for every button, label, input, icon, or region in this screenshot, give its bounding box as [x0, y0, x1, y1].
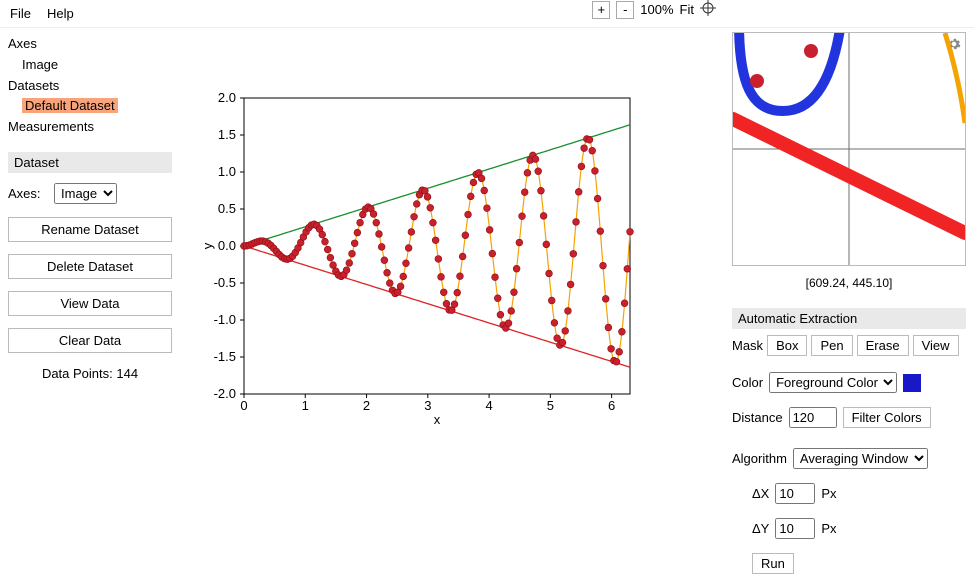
tree-default-dataset[interactable]: Default Dataset [22, 98, 118, 113]
dataset-section-header: Dataset [8, 152, 172, 173]
svg-text:0.0: 0.0 [218, 238, 236, 253]
svg-text:-1.5: -1.5 [214, 349, 236, 364]
svg-text:2.0: 2.0 [218, 90, 236, 105]
algorithm-select[interactable]: Averaging Window [793, 448, 928, 469]
svg-text:5: 5 [547, 398, 554, 413]
axes-label: Axes: [8, 186, 48, 201]
svg-text:-0.5: -0.5 [214, 275, 236, 290]
svg-text:0.5: 0.5 [218, 201, 236, 216]
color-select[interactable]: Foreground Color [769, 372, 897, 393]
dx-label: ΔX [752, 486, 769, 501]
color-swatch[interactable] [903, 374, 921, 392]
main-chart[interactable]: -2.0 -1.5 -1.0 -0.5 0.0 0.5 1.0 1.5 2.0 0 1 2 3 4 5 6 x y [200, 88, 640, 428]
rename-dataset-button[interactable]: Rename Dataset [8, 217, 172, 242]
svg-text:-2.0: -2.0 [214, 386, 236, 401]
menu-help[interactable]: Help [47, 6, 74, 21]
tree: Axes Image Datasets Default Dataset Meas… [8, 34, 172, 138]
axes-select[interactable]: Image [54, 183, 117, 204]
svg-text:1: 1 [302, 398, 309, 413]
svg-text:y: y [200, 242, 215, 249]
svg-text:2: 2 [363, 398, 370, 413]
run-button[interactable]: Run [752, 553, 794, 574]
tree-measurements[interactable]: Measurements [8, 117, 172, 138]
mask-erase-button[interactable]: Erase [857, 335, 909, 356]
crosshair-icon[interactable] [700, 0, 716, 19]
right-panel: [609.24, 445.10] Automatic Extraction Ma… [724, 28, 974, 586]
mask-box-button[interactable]: Box [767, 335, 807, 356]
center-panel: + - 100% Fit -2.0-1.5-1.0-0.50.00.51.01.… [180, 28, 724, 586]
tree-datasets[interactable]: Datasets [8, 76, 172, 97]
svg-text:3: 3 [424, 398, 431, 413]
svg-text:0: 0 [240, 398, 247, 413]
algorithm-label: Algorithm [732, 451, 787, 466]
delete-dataset-button[interactable]: Delete Dataset [8, 254, 172, 279]
data-points-count: Data Points: 144 [8, 366, 172, 381]
left-panel: Axes Image Datasets Default Dataset Meas… [0, 28, 180, 586]
tree-axes[interactable]: Axes [8, 34, 172, 55]
dx-input[interactable] [775, 483, 815, 504]
px-label-2: Px [821, 521, 836, 536]
mask-label: Mask [732, 338, 763, 353]
mask-view-button[interactable]: View [913, 335, 959, 356]
dy-label: ΔY [752, 521, 769, 536]
magnifier-coords: [609.24, 445.10] [732, 276, 966, 290]
dy-input[interactable] [775, 518, 815, 539]
filter-colors-button[interactable]: Filter Colors [843, 407, 931, 428]
zoom-fit-button[interactable]: Fit [680, 2, 694, 17]
svg-text:4: 4 [485, 398, 492, 413]
svg-text:-1.0: -1.0 [214, 312, 236, 327]
magnifier [732, 32, 966, 266]
zoom-in-button[interactable]: + [592, 1, 610, 19]
gear-icon[interactable] [947, 37, 961, 54]
tree-image[interactable]: Image [8, 55, 172, 76]
px-label-1: Px [821, 486, 836, 501]
view-data-button[interactable]: View Data [8, 291, 172, 316]
auto-extraction-header: Automatic Extraction [732, 308, 966, 329]
mask-pen-button[interactable]: Pen [811, 335, 852, 356]
distance-label: Distance [732, 410, 783, 425]
zoom-out-button[interactable]: - [616, 1, 634, 19]
svg-text:1.5: 1.5 [218, 127, 236, 142]
distance-input[interactable] [789, 407, 837, 428]
svg-text:6: 6 [608, 398, 615, 413]
clear-data-button[interactable]: Clear Data [8, 328, 172, 353]
svg-text:x: x [434, 412, 441, 427]
color-label: Color [732, 375, 763, 390]
menu-file[interactable]: File [10, 6, 31, 21]
svg-text:1.0: 1.0 [218, 164, 236, 179]
zoom-percent: 100% [640, 2, 673, 17]
